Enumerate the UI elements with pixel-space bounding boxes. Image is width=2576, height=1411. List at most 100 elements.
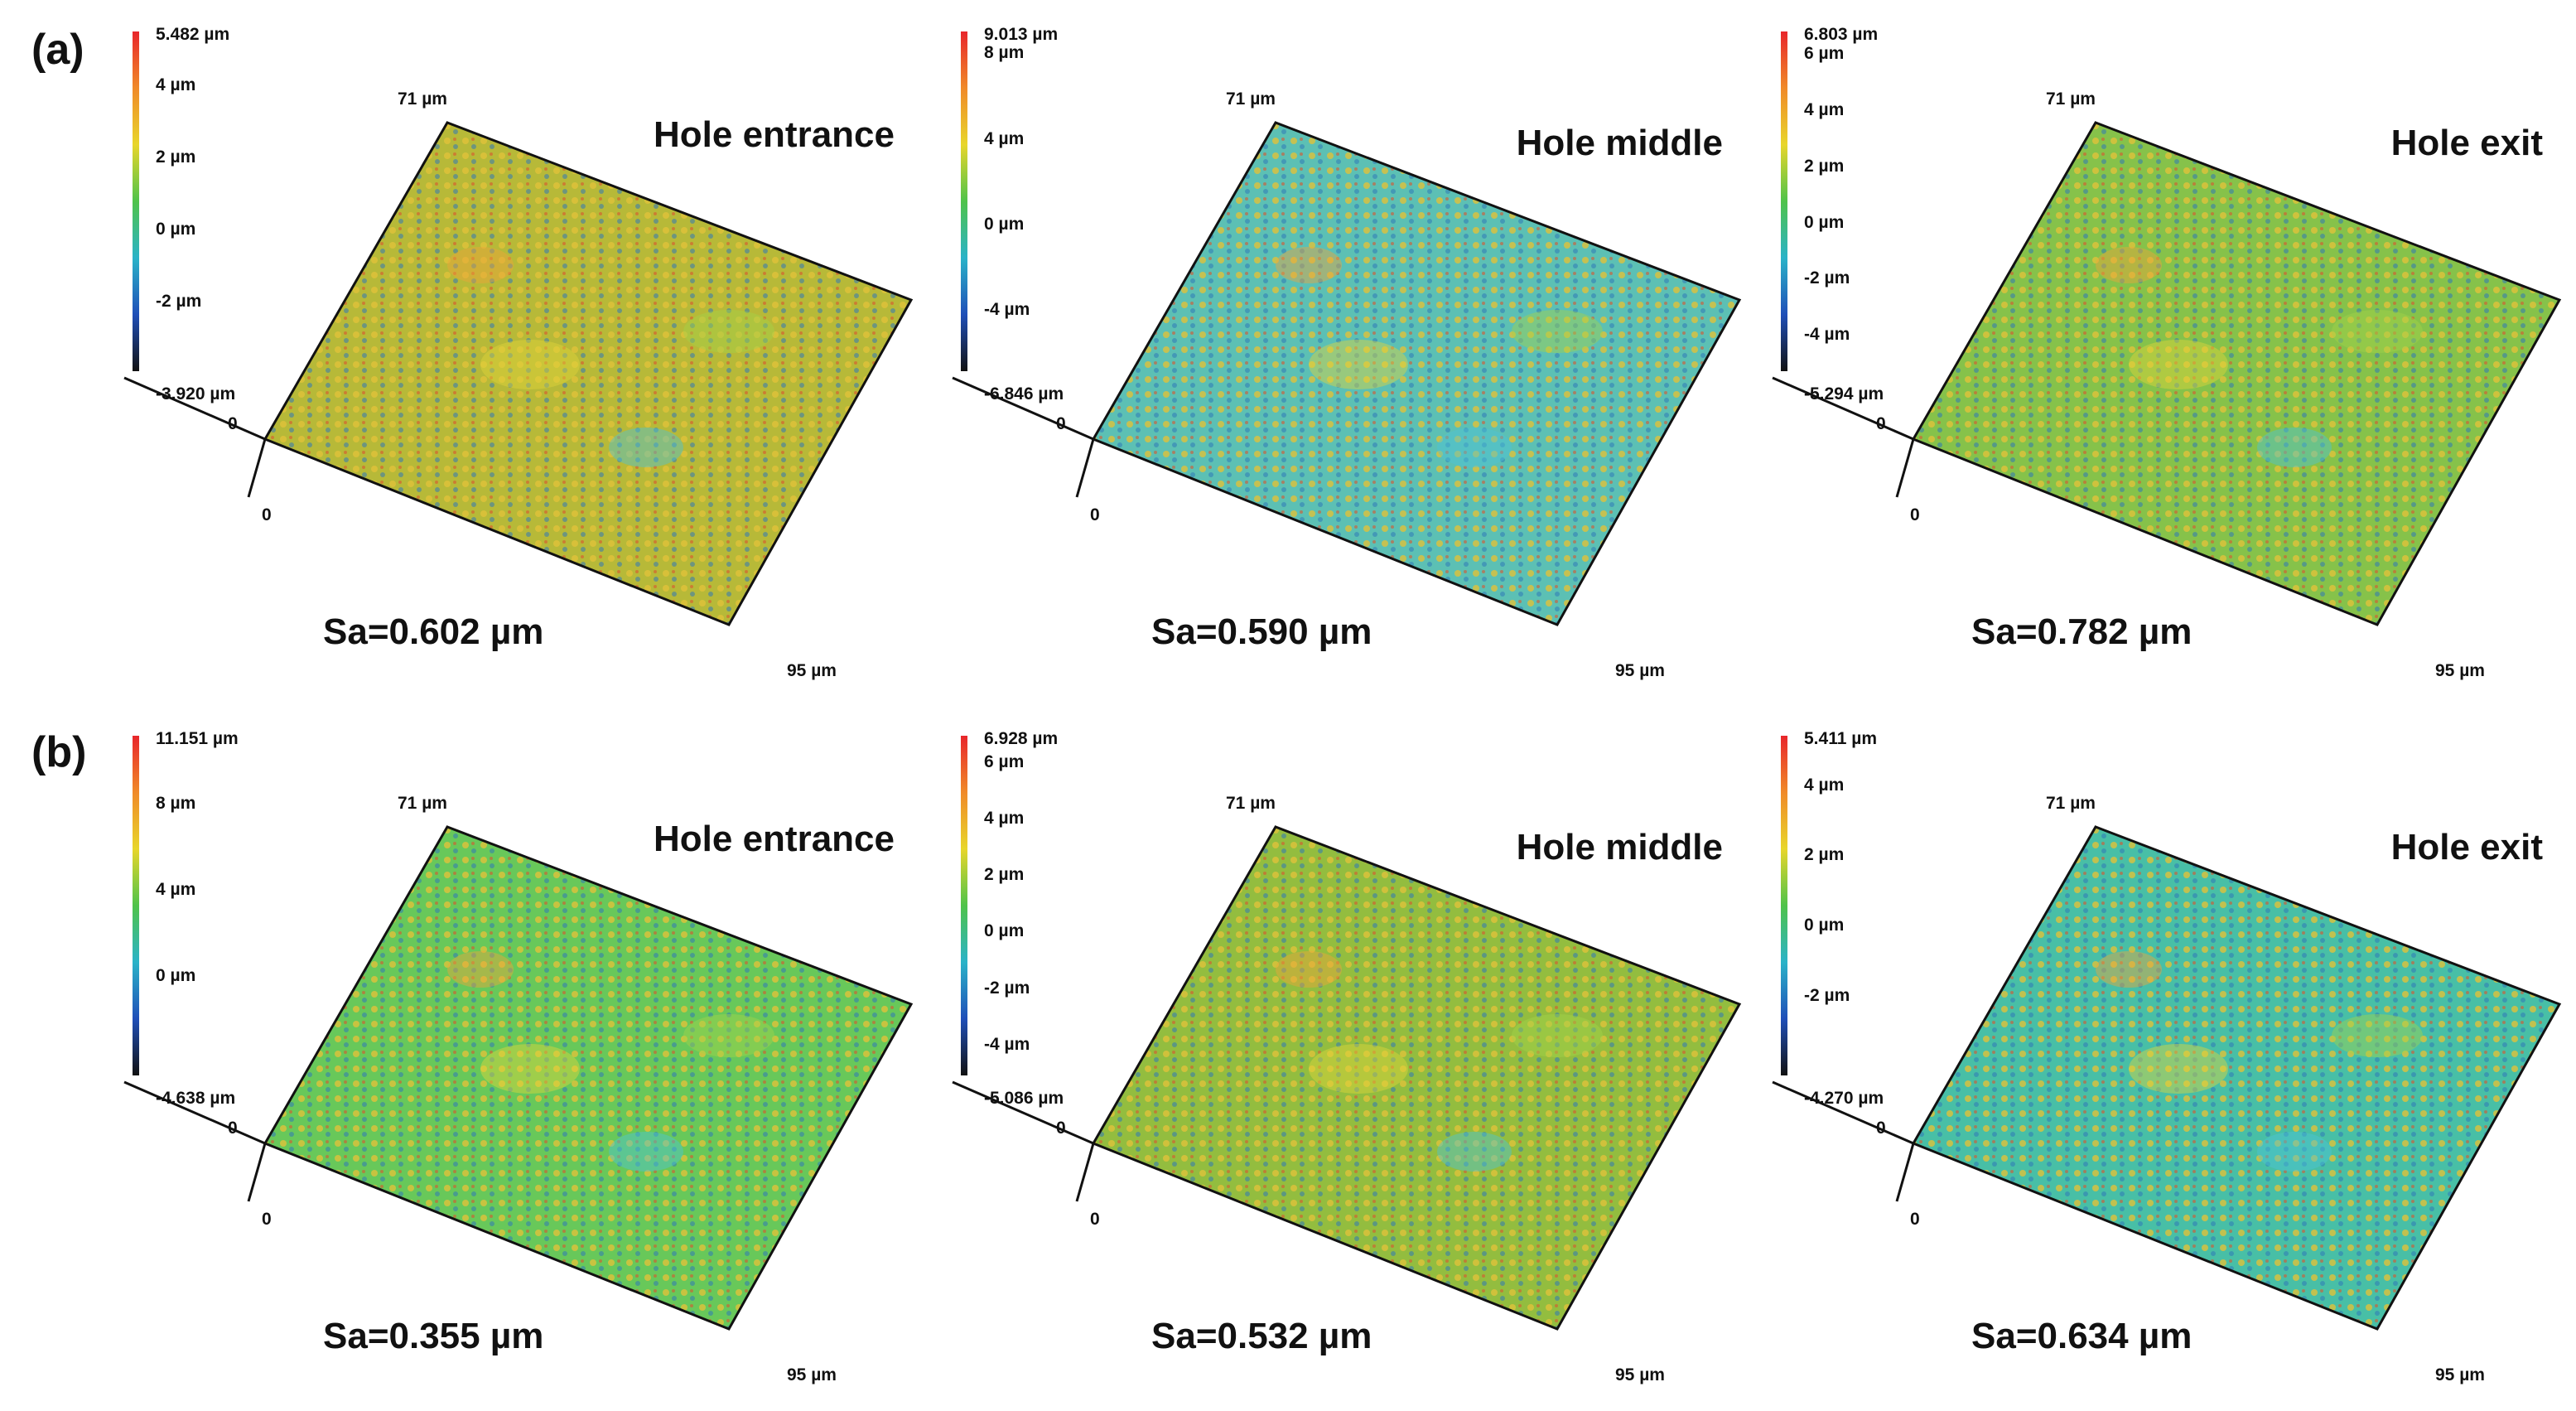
- axis-label-x: 95 µm: [1615, 1365, 1665, 1384]
- surface-texture: [265, 123, 911, 625]
- axis-label-x: 95 µm: [1615, 661, 1665, 680]
- surface-texture: [1913, 123, 2559, 625]
- surface-feature: [2096, 247, 2162, 283]
- scale-tick-label: 0 µm: [1804, 212, 1845, 232]
- y-axis-line: [952, 1080, 1094, 1145]
- axis-label-x: 95 µm: [787, 661, 837, 680]
- surface-feature: [2332, 1014, 2423, 1057]
- scale-tick-label: 8 µm: [156, 793, 196, 813]
- scale-max-label: 5.411 µm: [1804, 729, 1877, 748]
- scale-max-label: 5.482 µm: [156, 25, 230, 44]
- scale-tick-label: 4 µm: [984, 128, 1025, 148]
- surface-frame: [1091, 825, 1742, 1331]
- surface-feature: [1512, 1014, 1603, 1057]
- scale-min-label: -4.270 µm: [1804, 1089, 1884, 1108]
- scale-tick-label: 0 µm: [156, 965, 196, 985]
- surface-panel: 9.013 µm 8 µm 4 µm 0 µm -4 µm -6.846 µm 71 µm 9…: [952, 17, 1789, 704]
- surface-feature: [2332, 310, 2423, 353]
- origin-label: 0: [1056, 1119, 1066, 1138]
- axis-label-y: 71 µm: [2046, 794, 2096, 813]
- origin-label: 0: [1090, 505, 1100, 524]
- surface-frame: [263, 825, 914, 1331]
- scale-tick-label: 6 µm: [984, 751, 1025, 771]
- axis-label-y: 71 µm: [2046, 89, 2096, 109]
- surface-feature: [2129, 1044, 2228, 1094]
- origin-label: 0: [1056, 414, 1066, 433]
- sa-value: Sa=0.634 µm: [1971, 1316, 2192, 1356]
- origin-label: 0: [1090, 1210, 1100, 1229]
- scale-tick-label: 0 µm: [156, 220, 196, 239]
- y-axis-line: [1772, 1080, 1914, 1145]
- z-axis-line: [247, 438, 267, 498]
- origin-label: 0: [228, 1119, 238, 1138]
- origin-label: 0: [1876, 1119, 1886, 1138]
- scale-tick-label: 4 µm: [156, 75, 196, 94]
- axis-label-y: 71 µm: [398, 794, 447, 813]
- scale-tick-label: 2 µm: [1804, 156, 1845, 176]
- scale-tick-label: 8 µm: [984, 43, 1025, 63]
- surface-texture: [1093, 827, 1739, 1329]
- surface-texture: [265, 827, 911, 1329]
- axis-label-y: 71 µm: [1226, 794, 1276, 813]
- surface-panel: 6.803 µm 6 µm 4 µm 2 µm 0 µm -2 µm -4 µm -5.294…: [1772, 17, 2576, 704]
- scale-tick-label: 0 µm: [1804, 916, 1845, 935]
- surface-feature: [2257, 428, 2332, 467]
- surface-feature: [1309, 340, 1408, 389]
- surface-panel: 6.928 µm 6 µm 4 µm 2 µm 0 µm -2 µm -4 µm -5.086…: [952, 721, 1789, 1409]
- surface-feature: [2257, 1132, 2332, 1172]
- origin-label: 0: [1876, 414, 1886, 433]
- scale-min-label: -6.846 µm: [984, 384, 1064, 403]
- z-axis-line: [247, 1143, 267, 1202]
- axis-label-x: 95 µm: [2435, 661, 2485, 680]
- scale-tick-label: 4 µm: [984, 808, 1025, 828]
- surface-feature: [2129, 340, 2228, 389]
- surface-plot: [952, 121, 1742, 626]
- axis-label-y: 71 µm: [1226, 89, 1276, 109]
- surface-feature: [1276, 951, 1342, 988]
- surface-texture: [1913, 827, 2559, 1329]
- surface-frame: [1091, 121, 1742, 626]
- surface-plot: [123, 121, 914, 626]
- surface-frame: [1911, 825, 2562, 1331]
- y-axis-line: [952, 376, 1094, 441]
- surface-texture: [1093, 123, 1739, 625]
- scale-tick-label: 4 µm: [1804, 775, 1845, 795]
- surface-feature: [1512, 310, 1603, 353]
- scale-tick-label: -2 µm: [1804, 268, 1850, 288]
- scale-max-label: 6.928 µm: [984, 729, 1059, 748]
- scale-tick-label: 2 µm: [984, 865, 1025, 885]
- panel-title: Hole middle: [1516, 123, 1723, 163]
- color-scale-bar: [961, 736, 967, 1075]
- color-scale-bar: [1781, 736, 1787, 1075]
- axis-label-x: 95 µm: [2435, 1365, 2485, 1384]
- surface-feature: [609, 428, 683, 467]
- scale-tick-label: -2 µm: [156, 292, 202, 312]
- scale-tick-label: 4 µm: [156, 879, 196, 899]
- scale-tick-label: 6 µm: [1804, 44, 1845, 64]
- surface-feature: [480, 340, 580, 389]
- scale-tick-label: 0 µm: [984, 215, 1025, 234]
- surface-plot: [1772, 825, 2562, 1331]
- origin-label: 0: [1910, 1210, 1920, 1229]
- surface-frame: [263, 121, 914, 626]
- scale-max-label: 9.013 µm: [984, 25, 1059, 44]
- color-scale-bar: [961, 31, 967, 371]
- surface-feature: [609, 1132, 683, 1172]
- surface-feature: [447, 951, 514, 988]
- surface-frame: [1911, 121, 2562, 626]
- scale-tick-label: 4 µm: [1804, 100, 1845, 119]
- surface-feature: [683, 310, 774, 353]
- scale-max-label: 6.803 µm: [1804, 25, 1879, 44]
- surface-panel: 11.151 µm 8 µm 4 µm 0 µm -4.638 µm 71 µm 95 µm…: [123, 721, 961, 1409]
- surface-panel: 5.482 µm 4 µm 2 µm 0 µm -2 µm -3.920 µm 71 µm 9…: [123, 17, 961, 704]
- row-label: (b): [31, 728, 87, 776]
- surface-feature: [1309, 1044, 1408, 1094]
- sa-value: Sa=0.782 µm: [1971, 611, 2192, 652]
- panel-title: Hole middle: [1516, 827, 1723, 867]
- scale-min-label: -3.920 µm: [156, 384, 236, 403]
- origin-label: 0: [262, 1210, 272, 1229]
- surface-feature: [480, 1044, 580, 1094]
- z-axis-line: [1075, 1143, 1095, 1202]
- row-label: (a): [31, 26, 84, 74]
- surface-plot: [952, 825, 1742, 1331]
